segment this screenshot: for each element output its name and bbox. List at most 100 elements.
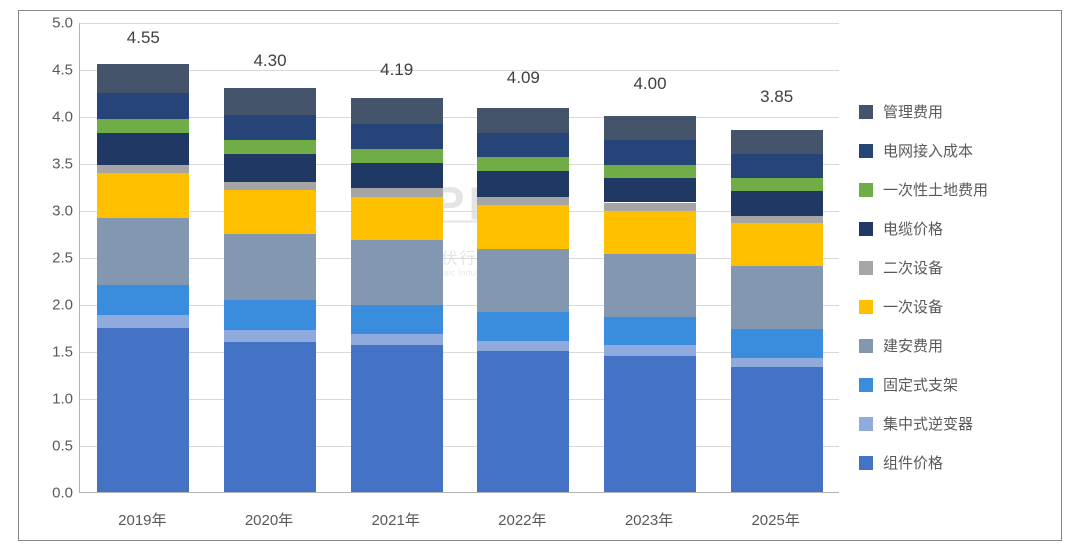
bar-segment bbox=[477, 157, 569, 171]
bar-segment bbox=[604, 178, 696, 202]
legend-swatch-icon bbox=[859, 105, 873, 119]
bar-total-label: 4.30 bbox=[253, 51, 286, 71]
legend-label: 固定式支架 bbox=[883, 374, 958, 395]
bar-segment bbox=[224, 190, 316, 233]
bar-segment bbox=[477, 108, 569, 133]
bar-total-label: 3.85 bbox=[760, 87, 793, 107]
bar-segment bbox=[97, 93, 189, 119]
bar-segment bbox=[97, 315, 189, 327]
legend-swatch-icon bbox=[859, 222, 873, 236]
bar-segment bbox=[224, 300, 316, 330]
y-tick-label: 0.5 bbox=[29, 438, 73, 455]
legend-swatch-icon bbox=[859, 456, 873, 470]
legend-swatch-icon bbox=[859, 300, 873, 314]
legend-item: 一次性土地费用 bbox=[859, 179, 1039, 200]
x-tick-label: 2021年 bbox=[371, 509, 419, 530]
bar-total-label: 4.19 bbox=[380, 60, 413, 80]
y-tick-label: 3.5 bbox=[29, 156, 73, 173]
gridline bbox=[80, 305, 839, 306]
legend-item: 建安费用 bbox=[859, 335, 1039, 356]
bar-segment bbox=[224, 154, 316, 182]
bar-segment bbox=[731, 367, 823, 492]
bar-group: 4.55 bbox=[97, 22, 189, 492]
bar-segment bbox=[97, 173, 189, 217]
bar-segment bbox=[731, 329, 823, 357]
y-tick-label: 3.0 bbox=[29, 203, 73, 220]
bar-segment bbox=[604, 356, 696, 492]
legend-label: 管理费用 bbox=[883, 101, 943, 122]
bar-segment bbox=[97, 119, 189, 133]
bar-segment bbox=[224, 234, 316, 301]
bar-segment bbox=[477, 351, 569, 492]
bar-segment bbox=[351, 163, 443, 188]
bar-segment bbox=[604, 317, 696, 345]
legend-label: 集中式逆变器 bbox=[883, 413, 973, 434]
bar-segment bbox=[224, 115, 316, 139]
gridline bbox=[80, 70, 839, 71]
x-tick-label: 2020年 bbox=[245, 509, 293, 530]
x-tick-label: 2022年 bbox=[498, 509, 546, 530]
bar-segment bbox=[224, 88, 316, 115]
bar-total-label: 4.55 bbox=[127, 28, 160, 48]
bar-segment bbox=[731, 154, 823, 178]
bar-segment bbox=[604, 203, 696, 211]
y-tick-label: 2.5 bbox=[29, 250, 73, 267]
legend-label: 建安费用 bbox=[883, 335, 943, 356]
bar-segment bbox=[477, 249, 569, 313]
bar-segment bbox=[351, 305, 443, 334]
bar-segment bbox=[477, 312, 569, 340]
legend-label: 二次设备 bbox=[883, 257, 943, 278]
legend-item: 电网接入成本 bbox=[859, 140, 1039, 161]
legend-item: 集中式逆变器 bbox=[859, 413, 1039, 434]
legend-item: 二次设备 bbox=[859, 257, 1039, 278]
bar-segment bbox=[477, 205, 569, 248]
legend-swatch-icon bbox=[859, 183, 873, 197]
bar-segment bbox=[477, 341, 569, 351]
chart-frame: CPIA 中国光伏行业协会 China Photovoltaic Industr… bbox=[18, 10, 1062, 541]
legend-item: 电缆价格 bbox=[859, 218, 1039, 239]
bar-segment bbox=[97, 165, 189, 173]
bar-segment bbox=[224, 342, 316, 492]
gridline bbox=[80, 117, 839, 118]
gridline bbox=[80, 446, 839, 447]
bar-segment bbox=[351, 240, 443, 305]
x-tick-label: 2019年 bbox=[118, 509, 166, 530]
bar-segment bbox=[604, 254, 696, 317]
legend-item: 一次设备 bbox=[859, 296, 1039, 317]
bar-total-label: 4.09 bbox=[507, 68, 540, 88]
legend-label: 组件价格 bbox=[883, 452, 943, 473]
bar-group: 4.30 bbox=[224, 22, 316, 492]
bar-segment bbox=[604, 140, 696, 164]
x-tick-label: 2025年 bbox=[751, 509, 799, 530]
y-tick-label: 0.0 bbox=[29, 485, 73, 502]
y-tick-label: 4.0 bbox=[29, 109, 73, 126]
bar-segment bbox=[731, 216, 823, 224]
bar-segment bbox=[97, 285, 189, 315]
bar-segment bbox=[604, 211, 696, 254]
bar-group: 4.19 bbox=[351, 22, 443, 492]
y-tick-label: 4.5 bbox=[29, 62, 73, 79]
legend-label: 一次设备 bbox=[883, 296, 943, 317]
y-tick-label: 5.0 bbox=[29, 15, 73, 32]
legend-swatch-icon bbox=[859, 261, 873, 275]
y-tick-label: 2.0 bbox=[29, 297, 73, 314]
gridline bbox=[80, 23, 839, 24]
bar-segment bbox=[604, 165, 696, 178]
bar-segment bbox=[351, 345, 443, 492]
legend-label: 电网接入成本 bbox=[883, 140, 973, 161]
bar-segment bbox=[731, 223, 823, 266]
y-tick-label: 1.5 bbox=[29, 344, 73, 361]
legend-item: 固定式支架 bbox=[859, 374, 1039, 395]
bar-segment bbox=[604, 345, 696, 355]
bar-group: 4.09 bbox=[477, 22, 569, 492]
bar-segment bbox=[731, 191, 823, 215]
bar-segment bbox=[351, 197, 443, 240]
bar-segment bbox=[351, 188, 443, 196]
bar-segment bbox=[97, 133, 189, 165]
legend-label: 电缆价格 bbox=[883, 218, 943, 239]
legend-swatch-icon bbox=[859, 378, 873, 392]
gridline bbox=[80, 164, 839, 165]
bar-total-label: 4.00 bbox=[633, 74, 666, 94]
bar-group: 4.00 bbox=[604, 22, 696, 492]
legend-swatch-icon bbox=[859, 417, 873, 431]
